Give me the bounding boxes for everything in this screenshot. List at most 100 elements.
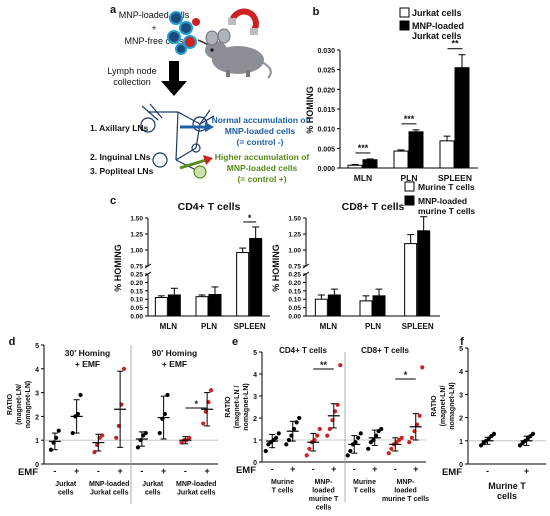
- y-tick-label: 4: [35, 367, 39, 374]
- emf-sign: -: [353, 464, 356, 474]
- y-tick-label: 5: [459, 346, 463, 353]
- y-tick-label: 2: [253, 416, 257, 423]
- y-tick-label: 0.20: [288, 280, 301, 287]
- emf-label: EMF: [236, 465, 256, 476]
- bar: [454, 67, 470, 169]
- data-point: [348, 448, 353, 454]
- group-label: T cells: [354, 488, 376, 495]
- label-plus: +: [151, 23, 156, 33]
- legend-label: murine T cells: [418, 206, 475, 216]
- emf-sign: +: [74, 466, 79, 476]
- group-label: MNP-: [315, 479, 334, 486]
- data-point: [366, 446, 371, 451]
- y-tick-label: 1: [459, 439, 463, 446]
- panel-a: a MNP-loaded cells + MNP-free cells: [90, 4, 309, 184]
- data-point: [56, 428, 61, 433]
- y-tick-label: 0.00: [130, 314, 143, 321]
- data-point: [386, 451, 391, 456]
- significance-label: *: [248, 213, 252, 223]
- emf-sign: +: [413, 464, 418, 474]
- y-tick-label: 4: [459, 369, 463, 376]
- bar: [327, 294, 341, 317]
- data-point: [317, 426, 322, 432]
- panel-c-cd4: c CD4+ T cells 0.00 0.050.10 0.150.200.250.7…: [110, 195, 270, 331]
- y-tick-label: 0.000: [317, 166, 335, 173]
- bar: [249, 237, 263, 317]
- significance-label: ***: [358, 143, 369, 153]
- emf-sign: -: [53, 466, 56, 476]
- data-point: [304, 453, 309, 458]
- subtitle: 90' Homing: [152, 348, 197, 358]
- y-tick-label: 3: [35, 391, 39, 398]
- y-axis-label: % HOMING: [113, 244, 123, 292]
- emf-sign: -: [486, 466, 489, 476]
- y-axis-label: RATIO: [431, 395, 438, 417]
- group-label: cells: [145, 490, 161, 497]
- data-point: [48, 447, 54, 452]
- group-label: Murine: [271, 479, 294, 486]
- legend-label: MNP-loaded: [418, 196, 467, 206]
- data-point: [297, 415, 302, 421]
- y-tick-label: 2: [35, 414, 39, 421]
- y-tick-label: 3: [459, 392, 463, 399]
- y-tick-label: 1.25: [130, 232, 143, 239]
- y-tick-label: 1.25: [288, 232, 301, 239]
- data-point: [263, 448, 268, 454]
- y-tick-label: 5: [35, 343, 39, 350]
- data-point: [70, 430, 75, 436]
- y-tick-label: 1.00: [130, 248, 143, 255]
- y-axis-label: nomagnet-LN): [25, 381, 32, 428]
- y-tick-label: 4: [253, 372, 257, 379]
- y-axis-label: % HOMING: [271, 244, 281, 292]
- bar: [236, 252, 250, 317]
- emf-label: EMF: [442, 467, 462, 478]
- chart-title: CD8+ T cells: [342, 201, 405, 213]
- y-tick-label: 0.10: [288, 297, 301, 304]
- category-label: MLN: [354, 173, 372, 183]
- data-point: [114, 435, 119, 440]
- data-point: [491, 431, 497, 436]
- y-tick-label: 0.10: [130, 297, 143, 304]
- subtitle: CD4+ T cells: [279, 346, 327, 355]
- emf-sign: -: [184, 466, 187, 476]
- y-tick-label: 0.15: [288, 288, 301, 295]
- data-point: [345, 453, 350, 458]
- mouse-icon: [205, 28, 272, 79]
- category-label: PLN: [401, 173, 418, 183]
- data-point: [274, 435, 279, 440]
- y-tick-label: 0.25: [130, 272, 143, 279]
- data-point: [276, 431, 281, 436]
- panel-c-letter: c: [110, 195, 116, 207]
- group-label: Jurkat: [55, 481, 77, 488]
- significance-label: *: [404, 370, 408, 380]
- group-label: Murine T: [488, 481, 526, 491]
- y-tick-label: 2: [459, 416, 463, 423]
- subtitle: CD8+ T cells: [361, 346, 409, 355]
- emf-sign: +: [161, 466, 166, 476]
- group-label: MNP-loaded: [89, 481, 129, 488]
- label-normal-line2: MNP-loaded cells: [225, 126, 296, 136]
- panel-d: d 0 1 2 3 4 5 RATIO (magnet-LN/nomagnet-LN) - + - + -…: [7, 336, 218, 504]
- label-lymph-node: Lymph node: [107, 66, 156, 76]
- data-point: [121, 366, 127, 371]
- subtitle: + EMF: [162, 359, 187, 369]
- data-point: [356, 435, 361, 440]
- group-label: loaded: [312, 488, 335, 495]
- emf-sign: -: [97, 466, 100, 476]
- significance-label: *: [194, 399, 198, 409]
- bar: [417, 230, 431, 317]
- group-label: Jurkat cells: [90, 490, 129, 497]
- label-higher-line3: (= control +): [237, 174, 286, 184]
- label-axillary-lns: 1. Axillary LNs: [90, 123, 149, 133]
- data-point: [208, 388, 214, 393]
- y-tick-label: 0.015: [317, 107, 335, 114]
- data-point: [407, 440, 412, 445]
- category-label: SPLEEN: [438, 173, 472, 183]
- group-label: cells: [58, 490, 74, 497]
- group-label: T cells: [272, 488, 294, 495]
- data-point: [399, 435, 404, 440]
- y-tick-label: 1.00: [288, 248, 301, 255]
- data-point: [420, 365, 425, 370]
- bar: [408, 131, 424, 169]
